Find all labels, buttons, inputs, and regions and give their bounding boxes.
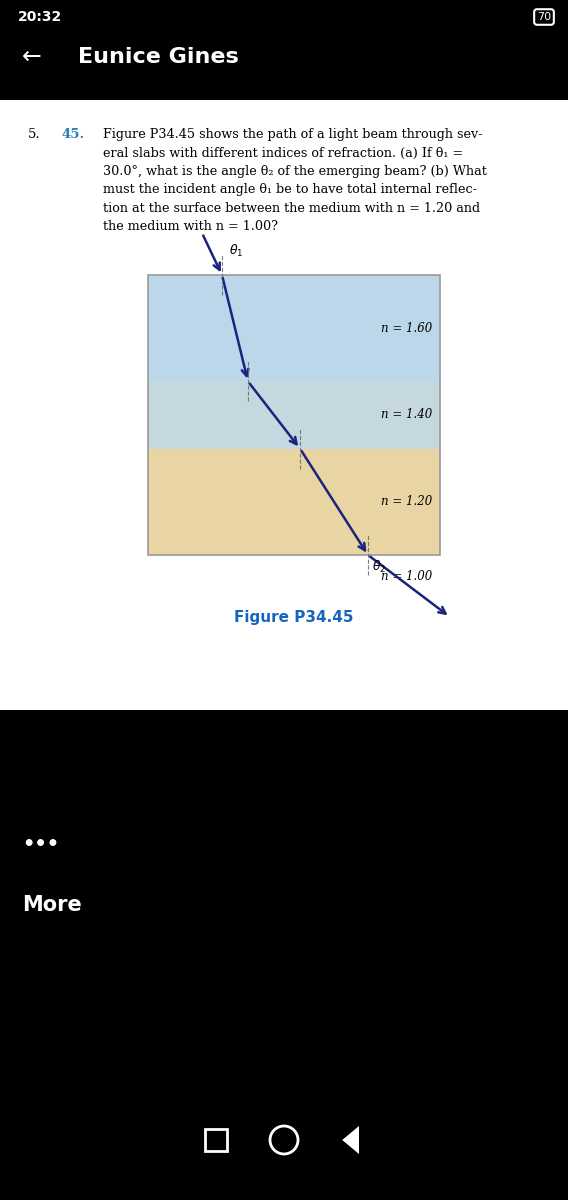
Text: $\theta_2$: $\theta_2$ (372, 559, 386, 575)
Polygon shape (342, 1126, 359, 1154)
Bar (148, 275, 440, 554)
Bar (148, 449, 440, 554)
Text: n = 1.20: n = 1.20 (381, 496, 432, 509)
Text: n = 1.00: n = 1.00 (381, 570, 432, 583)
Text: •••: ••• (22, 835, 59, 854)
Text: ←: ← (22, 44, 42, 68)
Text: Figure P34.45: Figure P34.45 (234, 610, 354, 625)
Text: 70: 70 (537, 12, 551, 22)
Text: 20:32: 20:32 (18, 10, 62, 24)
Text: 45.: 45. (62, 128, 85, 140)
Text: eral slabs with different indices of refraction. (a) If θ₁ =: eral slabs with different indices of ref… (103, 146, 463, 160)
Text: must the incident angle θ₁ be to have total internal reflec-: must the incident angle θ₁ be to have to… (103, 184, 477, 197)
Text: tion at the surface between the medium with n = 1.20 and: tion at the surface between the medium w… (103, 202, 480, 215)
Bar (0, 100, 568, 710)
Text: n = 1.60: n = 1.60 (381, 322, 432, 335)
Text: Eunice Gines: Eunice Gines (78, 47, 239, 67)
Text: the medium with n = 1.00?: the medium with n = 1.00? (103, 221, 278, 234)
Text: 30.0°, what is the angle θ₂ of the emerging beam? (b) What: 30.0°, what is the angle θ₂ of the emerg… (103, 164, 487, 178)
Text: 5.: 5. (28, 128, 41, 140)
Bar (148, 275, 440, 382)
Text: n = 1.40: n = 1.40 (381, 408, 432, 421)
Text: $\theta_1$: $\theta_1$ (229, 242, 243, 259)
Text: More: More (22, 895, 82, 914)
Text: Figure P34.45 shows the path of a light beam through sev-: Figure P34.45 shows the path of a light … (103, 128, 482, 140)
Bar (148, 382, 440, 449)
Bar (205, 1129, 227, 1151)
